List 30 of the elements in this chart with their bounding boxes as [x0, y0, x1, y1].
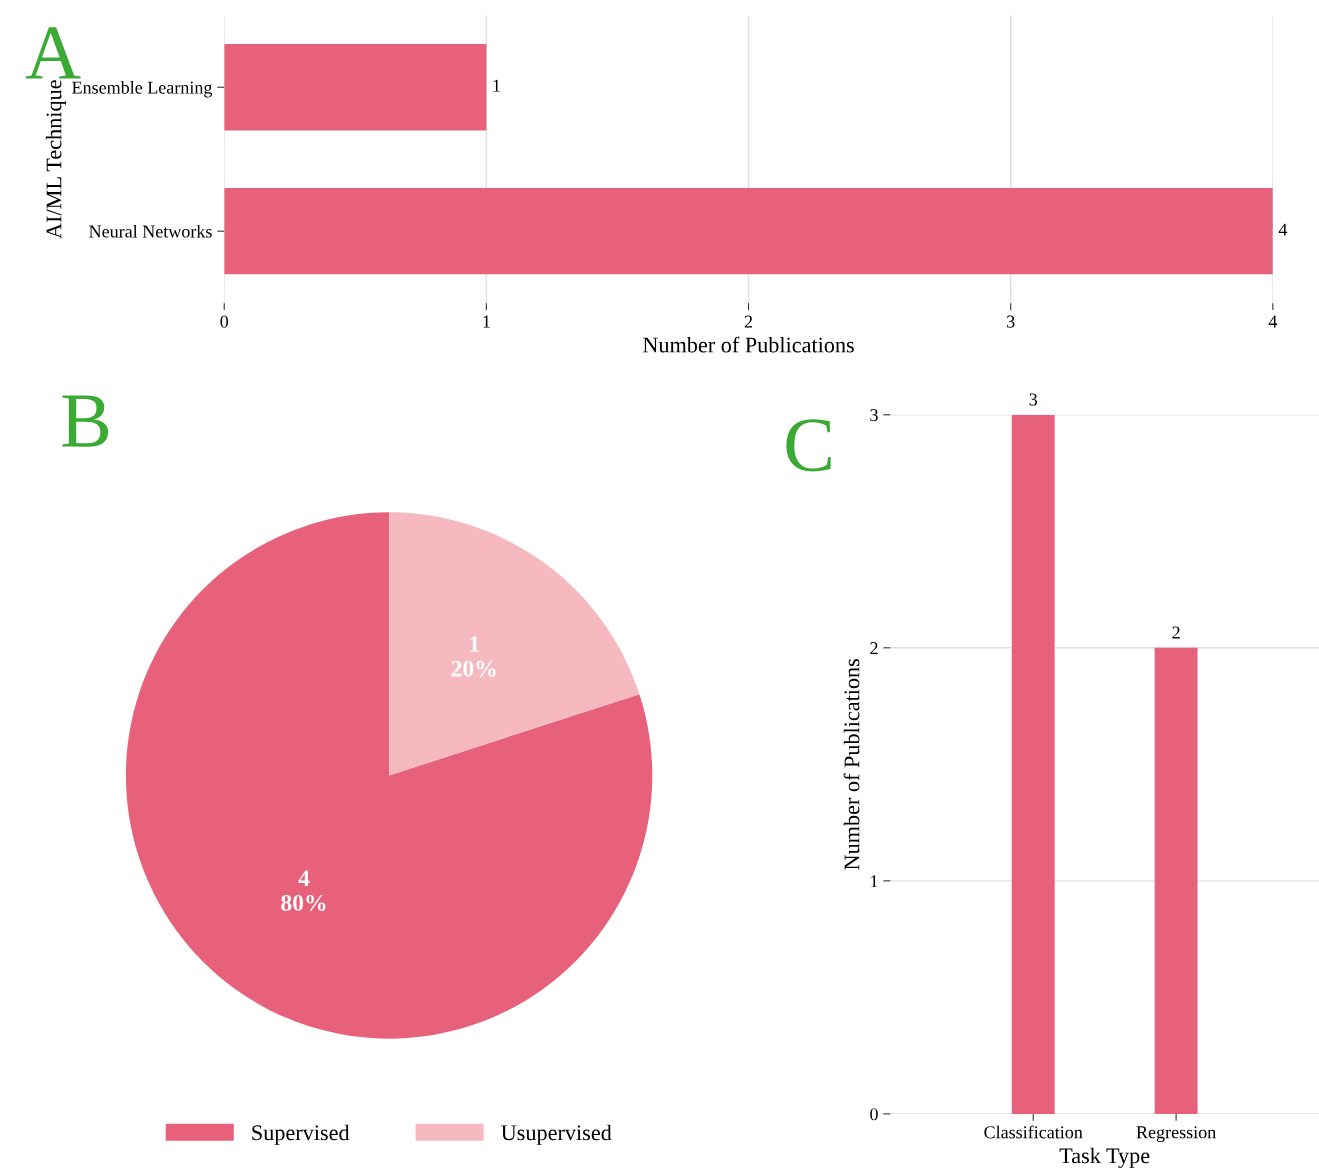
- x-tick-label: 1: [483, 315, 490, 328]
- x-axis-title: Number of Publications: [643, 336, 854, 353]
- data-label: 1 20%: [451, 636, 496, 677]
- pie-slice: [125, 512, 653, 1039]
- data-label: 4: [1278, 223, 1288, 236]
- chart-title: B: [62, 395, 109, 447]
- data-label: 4 80%: [281, 870, 326, 911]
- x-tick-label: 3: [1007, 315, 1015, 328]
- x-axis-title: Task Type: [1059, 1147, 1150, 1168]
- y-axis-title: AI/ML Technique: [45, 80, 66, 239]
- y-tick-label: 1: [871, 875, 878, 888]
- x-tick-label: 4: [1268, 315, 1278, 328]
- chart-title: A: [25, 27, 81, 79]
- x-tick-label: 2: [744, 315, 753, 328]
- data-label: 3: [1029, 393, 1038, 406]
- x-tick-label: Classification: [984, 1125, 1083, 1139]
- y-axis-title: Number of Publications: [843, 658, 860, 870]
- chart-title: C: [786, 419, 831, 472]
- y-tick-label: Neural Networks: [89, 224, 212, 238]
- legend-label: Supervised: [252, 1124, 350, 1145]
- data-label: 1: [493, 79, 500, 92]
- y-tick-label: 0: [870, 1108, 878, 1121]
- x-tick-label: 0: [220, 315, 229, 328]
- legend-label: Usupervised: [501, 1124, 612, 1145]
- y-tick-label: 3: [870, 409, 878, 422]
- data-label: 2: [1172, 626, 1180, 639]
- y-tick-label: Ensemble Learning: [72, 80, 213, 98]
- y-tick-label: 2: [870, 642, 878, 655]
- pie-slice: [389, 512, 640, 776]
- x-tick-label: Regression: [1136, 1126, 1216, 1143]
